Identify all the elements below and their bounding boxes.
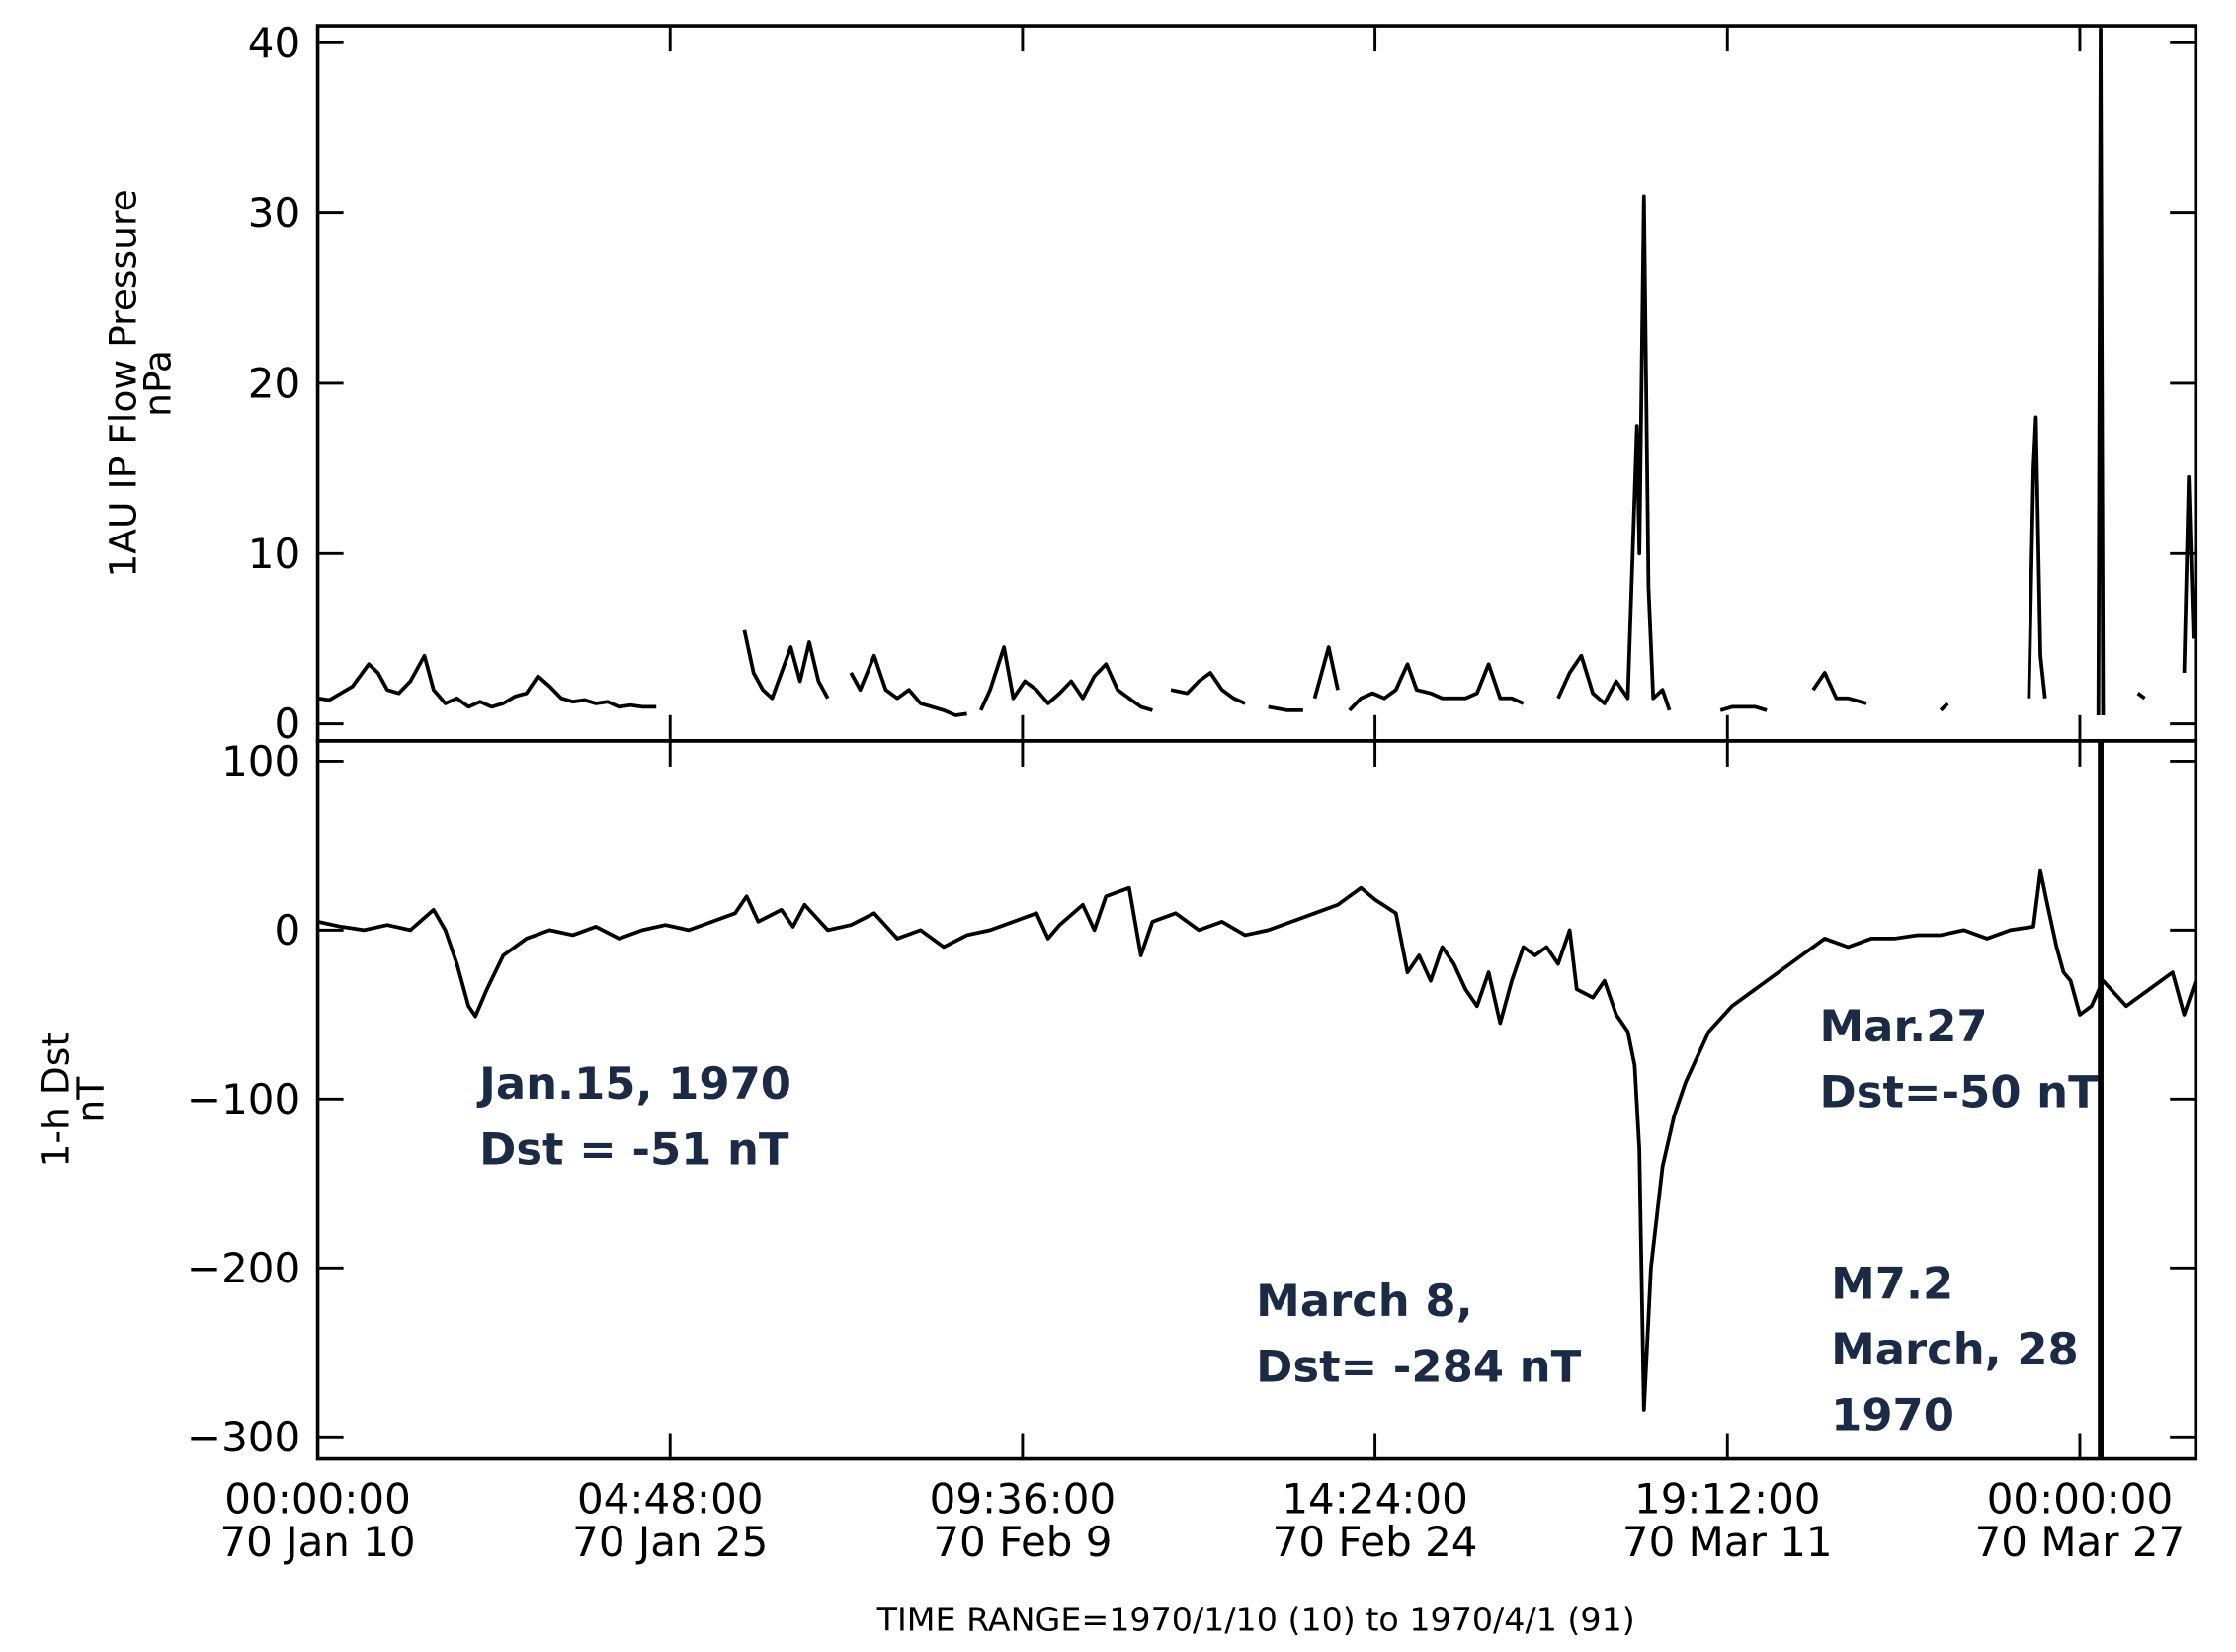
annotation: Dst=-50 nT bbox=[1820, 1065, 2100, 1117]
annotation: March 8, bbox=[1256, 1275, 1472, 1327]
x-tick-label: 09:36:00 70 Feb 9 bbox=[930, 1475, 1117, 1566]
y-tick-label: 100 bbox=[221, 737, 300, 785]
y-tick-label: −100 bbox=[187, 1075, 300, 1123]
x-tick-label: 04:48:00 70 Jan 25 bbox=[572, 1475, 768, 1566]
y-axis-label: 1-h DstnT bbox=[35, 1032, 113, 1168]
x-tick-label: 00:00:00 70 Mar 27 bbox=[1975, 1475, 2186, 1566]
x-axis-label: TIME RANGE=1970/1/10 (10) to 1970/4/1 (9… bbox=[876, 1600, 1635, 1638]
x-tick-label: 00:00:00 70 Jan 10 bbox=[219, 1475, 415, 1566]
annotation: 1970 bbox=[1831, 1389, 1954, 1442]
annotation: Jan.15, 1970 bbox=[476, 1057, 791, 1110]
y-tick-label: 10 bbox=[248, 530, 300, 578]
annotation: Dst = -51 nT bbox=[479, 1122, 789, 1175]
annotation: Mar.27 bbox=[1820, 1000, 1988, 1052]
y-tick-label: −200 bbox=[187, 1244, 300, 1292]
data-line bbox=[317, 868, 2198, 1412]
y-axis-label: 1AU IP Flow PressurenPa bbox=[102, 189, 180, 577]
y-tick-label: 30 bbox=[248, 189, 300, 237]
data-line bbox=[317, 27, 2195, 717]
y-tick-label: 20 bbox=[248, 359, 300, 407]
annotation: March, 28 bbox=[1831, 1323, 2079, 1375]
annotation: Dst= -284 nT bbox=[1256, 1340, 1581, 1392]
y-tick-label: 0 bbox=[274, 906, 300, 954]
y-tick-label: −300 bbox=[187, 1413, 300, 1461]
annotation: M7.2 bbox=[1831, 1257, 1953, 1309]
x-tick-label: 19:12:00 70 Mar 11 bbox=[1622, 1475, 1833, 1566]
x-tick-label: 14:24:00 70 Feb 24 bbox=[1273, 1475, 1478, 1566]
y-tick-label: 0 bbox=[274, 700, 300, 748]
y-tick-label: 40 bbox=[248, 19, 300, 67]
